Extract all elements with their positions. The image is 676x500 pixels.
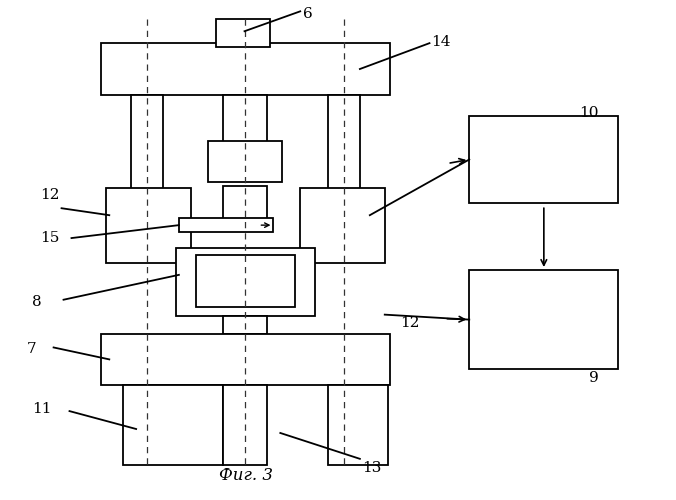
Bar [176,248,315,316]
Bar [101,334,389,385]
Text: 11: 11 [32,402,51,416]
Bar [101,43,389,95]
Bar [196,255,295,306]
Bar [222,316,268,334]
Text: 6: 6 [304,8,313,22]
Text: 9: 9 [589,372,598,386]
Text: 8: 8 [32,294,41,308]
Bar [469,116,619,204]
Text: 7: 7 [27,342,37,356]
Text: 12: 12 [40,188,59,202]
Bar [216,20,270,47]
Bar [106,188,191,263]
Bar [222,95,268,170]
Bar [222,186,268,224]
Bar [300,188,385,263]
Text: 15: 15 [40,231,59,245]
Text: 13: 13 [362,461,381,475]
Bar [179,218,273,232]
Bar [222,385,268,465]
Text: Фиг. 3: Фиг. 3 [218,466,272,483]
Bar [131,95,163,204]
Bar [328,385,388,465]
Bar [208,140,283,182]
Bar [328,95,360,204]
Text: 12: 12 [400,316,419,330]
Text: 10: 10 [579,106,598,120]
Bar [469,270,619,370]
Bar [123,385,222,465]
Text: 14: 14 [431,35,451,49]
